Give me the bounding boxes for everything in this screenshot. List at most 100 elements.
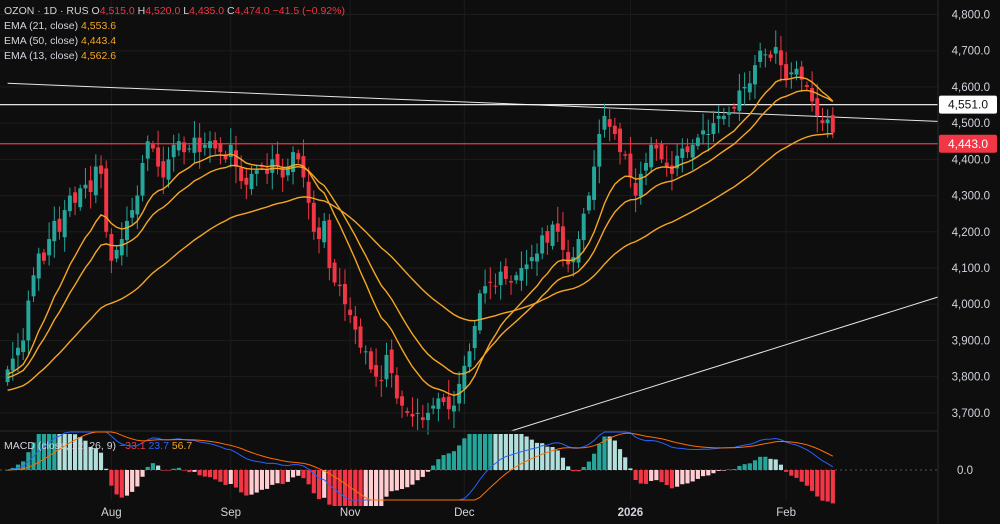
price-labels: 4,551.0 4,443.0 bbox=[939, 95, 997, 153]
macd-histogram-bar bbox=[322, 470, 327, 498]
candle-body bbox=[441, 397, 446, 403]
candle-body bbox=[747, 83, 752, 93]
macd-histogram-bar bbox=[592, 453, 597, 470]
macd-line-value: 23.7 bbox=[148, 440, 169, 452]
candle-body bbox=[254, 170, 259, 174]
ema50-row[interactable]: EMA (50, close) 4,443.4 bbox=[4, 34, 345, 49]
macd-pane: 0.0 bbox=[0, 431, 973, 506]
macd-histogram-bar bbox=[446, 453, 451, 470]
candle-body bbox=[680, 148, 685, 158]
candle-body bbox=[727, 112, 732, 115]
macd-histogram-bar bbox=[327, 470, 332, 505]
candle-body bbox=[477, 293, 482, 331]
macd-legend[interactable]: MACD (close, 12, 26, 9) −33.1 23.7 56.7 bbox=[4, 440, 192, 452]
macd-histogram-bar bbox=[348, 470, 353, 506]
ema13-row[interactable]: EMA (13, close) 4,562.6 bbox=[4, 49, 345, 64]
macd-histogram-bar bbox=[799, 470, 804, 482]
candle-body bbox=[280, 168, 285, 178]
macd-histogram-bar bbox=[93, 448, 98, 470]
macd-histogram-bar bbox=[72, 434, 78, 470]
ema-21-line bbox=[7, 89, 834, 379]
low-label: L bbox=[183, 5, 190, 17]
macd-histogram-bar bbox=[659, 470, 664, 483]
macd-histogram-bar bbox=[664, 470, 669, 486]
macd-histogram-bar bbox=[166, 470, 171, 471]
candle-body bbox=[566, 252, 571, 265]
macd-histogram-bar bbox=[36, 434, 41, 470]
candle-body bbox=[337, 284, 342, 287]
macd-histogram-bar bbox=[784, 470, 789, 472]
trend-lines[interactable] bbox=[7, 82, 939, 432]
macd-histogram-bar bbox=[789, 470, 794, 476]
candle-body bbox=[784, 64, 789, 80]
ema-13-line bbox=[7, 76, 834, 397]
ema21-row[interactable]: EMA (21, close) 4,553.6 bbox=[4, 19, 345, 34]
macd-histogram-bar bbox=[457, 445, 462, 470]
horizontal-lines[interactable] bbox=[0, 104, 938, 145]
candle-body bbox=[10, 358, 15, 371]
macd-signal-line bbox=[7, 431, 834, 501]
price-axis[interactable]: 3,700.0 3,800.0 3,900.0 4,000.0 4,100.0 4,200… bbox=[952, 9, 990, 419]
macd-histogram-bar bbox=[124, 470, 130, 496]
trend-line[interactable] bbox=[7, 82, 939, 122]
candle-body bbox=[36, 253, 41, 279]
macd-histogram-bar bbox=[680, 470, 685, 485]
macd-histogram-bar bbox=[239, 470, 244, 493]
candle-body bbox=[41, 252, 46, 261]
macd-histogram-bar bbox=[62, 434, 67, 470]
macd-histogram-bar bbox=[88, 446, 93, 470]
macd-histogram-bar bbox=[265, 470, 270, 489]
candle-body bbox=[213, 140, 218, 149]
y-tick-label: 3,700.0 bbox=[952, 408, 990, 420]
candle-body bbox=[156, 147, 161, 167]
candle-body bbox=[202, 144, 207, 148]
macd-histogram-bar bbox=[830, 470, 835, 504]
macd-histogram-bar bbox=[617, 449, 623, 470]
macd-zero-label: 0.0 bbox=[957, 465, 973, 477]
candle-body bbox=[394, 375, 399, 399]
candle-body bbox=[498, 271, 503, 286]
candle-body bbox=[483, 286, 488, 294]
macd-histogram-bar bbox=[820, 470, 825, 501]
time-axis[interactable]: Aug Sep Nov Dec 2026 Feb bbox=[101, 507, 796, 519]
macd-histogram-bar bbox=[368, 470, 373, 506]
candle-body bbox=[628, 153, 633, 178]
candle-body bbox=[47, 239, 52, 256]
macd-histogram-bar bbox=[524, 436, 529, 470]
macd-histogram-bar bbox=[529, 439, 534, 470]
macd-histogram-bar bbox=[711, 470, 716, 474]
chart-legend: OZON · 1D · RUS O4,515.0 H4,520.0 L4,435… bbox=[4, 4, 345, 64]
candle-body bbox=[737, 90, 742, 111]
macd-histogram-bar bbox=[420, 470, 425, 477]
macd-histogram-bar bbox=[654, 470, 659, 481]
macd-histogram-bar bbox=[374, 470, 379, 506]
macd-histogram-bar bbox=[809, 470, 815, 491]
macd-histogram-bar bbox=[379, 470, 384, 506]
macd-histogram-bar bbox=[778, 464, 784, 470]
candle-body bbox=[259, 165, 264, 167]
y-tick-label: 4,300.0 bbox=[952, 191, 990, 203]
y-tick-label: 4,500.0 bbox=[952, 118, 990, 130]
candle-body bbox=[830, 115, 835, 133]
macd-histogram-bar bbox=[150, 463, 155, 470]
macd-histogram-bar bbox=[586, 461, 591, 470]
macd-histogram-bar bbox=[47, 434, 52, 470]
macd-histogram-bar bbox=[181, 470, 187, 471]
macd-histogram-bar bbox=[721, 470, 726, 471]
macd-histogram-bar bbox=[140, 470, 145, 477]
macd-histogram-bar bbox=[815, 470, 820, 497]
macd-histogram-bar bbox=[135, 470, 140, 487]
macd-histogram-bar bbox=[488, 434, 493, 470]
macd-histogram-bar bbox=[441, 455, 446, 470]
symbol-label[interactable]: OZON · 1D · RUS bbox=[4, 5, 89, 17]
candle-body bbox=[140, 162, 145, 196]
macd-histogram-bar bbox=[358, 470, 363, 506]
candle-body bbox=[778, 50, 783, 66]
trend-line[interactable] bbox=[510, 296, 939, 432]
candle-body bbox=[239, 167, 244, 182]
candle-body bbox=[99, 165, 103, 174]
macd-histogram-bar bbox=[306, 470, 311, 485]
candle-body bbox=[763, 54, 768, 56]
candle-body bbox=[218, 143, 223, 153]
